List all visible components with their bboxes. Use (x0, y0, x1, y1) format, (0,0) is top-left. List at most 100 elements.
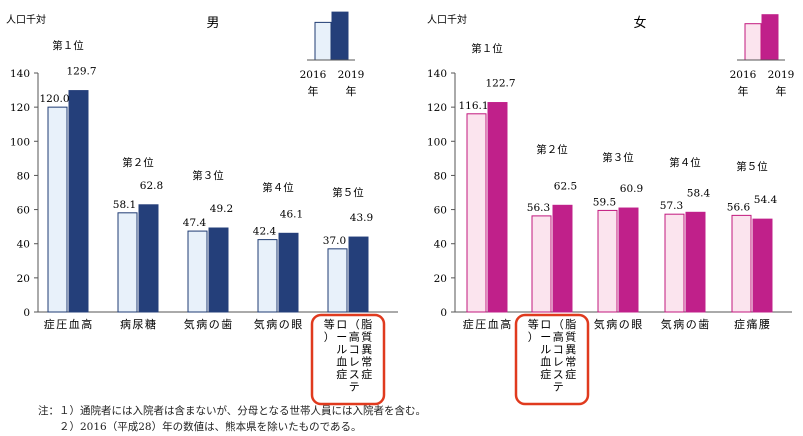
female-category-char: 血 (540, 355, 551, 369)
male-legend-sublabel-2016: 年 (308, 84, 319, 98)
male-bar-2019 (138, 204, 159, 313)
male-category-char: 病 (120, 317, 131, 331)
female-bar-2019 (685, 211, 706, 313)
female-category-char: 症 (565, 367, 576, 381)
male-y-tick-label: 140 (10, 68, 30, 80)
female-y-tick-label: 40 (434, 239, 447, 251)
female-bar-2016 (597, 209, 618, 313)
female-value-label-2019: 122.7 (485, 78, 515, 90)
female-bar-2016 (731, 214, 752, 313)
male-category-char: の (209, 318, 220, 331)
male-y-tick-label: 40 (17, 239, 30, 251)
male-bar-2019 (348, 236, 369, 313)
female-rank-label: 第３位 (602, 151, 634, 164)
male-category-char: 気 (184, 317, 195, 331)
footnote-1: 注：１）通院者には入院者は含まないが、分母となる世帯人員には入院者を含む。 (38, 405, 426, 417)
female-category-char: 歯 (698, 318, 709, 331)
female-category-char: 症 (734, 317, 745, 331)
male-category-char: ） (324, 331, 335, 344)
male-category-char: 病 (196, 317, 207, 331)
male-rank-label: 第５位 (332, 186, 364, 199)
male-category-char: 高 (81, 317, 92, 331)
male-value-label-2019: 43.9 (350, 212, 373, 224)
male-value-label-2016: 120.0 (39, 93, 69, 105)
male-category-char: コ (349, 343, 360, 356)
female-category-char: の (619, 318, 630, 331)
female-y-tick-label: 100 (427, 136, 447, 148)
female-legend-sublabel-2016: 年 (738, 84, 749, 98)
male-bar-2016 (257, 239, 278, 313)
female-category-char: ロ (540, 318, 551, 331)
female-category-char: 気 (661, 317, 672, 331)
female-unit-label: 人口千対 (427, 13, 467, 26)
female-legend-swatch-2016 (744, 23, 762, 61)
male-highlight-box (310, 313, 386, 406)
female-category-char: ス (553, 368, 564, 381)
female-rank-label: 第５位 (736, 160, 768, 173)
footnote-2: ２）2016（平成28）年の数値は、熊本県を除いたものである。 (38, 421, 362, 433)
male-value-label-2016: 58.1 (113, 199, 136, 211)
female-legend-label-2016: 2016 (730, 69, 757, 81)
female-category-char: 高 (500, 317, 511, 331)
male-category-char: （ (349, 318, 360, 331)
male-rank-label: 第３位 (192, 169, 224, 182)
male-legend-label-2019: 2019 (338, 69, 365, 81)
male-value-label-2019: 46.1 (280, 208, 303, 220)
male-category-char: 尿 (133, 318, 144, 331)
female-value-label-2019: 54.4 (754, 194, 778, 206)
male-category-char: 脂 (361, 317, 372, 331)
female-value-label-2016: 59.5 (593, 196, 616, 208)
male-category-char: 病 (266, 317, 277, 331)
female-bar-2016 (664, 213, 685, 313)
male-value-label-2019: 129.7 (66, 66, 96, 78)
male-category-char: 質 (361, 330, 372, 344)
female-category-char: コ (553, 343, 564, 356)
female-category-char: 質 (565, 330, 576, 344)
female-y-tick-label: 0 (440, 307, 447, 319)
male-value-label-2016: 47.4 (183, 217, 207, 229)
female-value-label-2019: 58.4 (687, 187, 711, 199)
female-y-tick-label: 80 (434, 170, 447, 182)
female-category-char: 常 (565, 356, 576, 369)
male-y-tick-label: 80 (17, 170, 30, 182)
male-bar-2016 (327, 248, 348, 313)
male-title: 男 (206, 16, 219, 31)
male-category-char: ス (349, 368, 360, 381)
female-category-char: 高 (553, 330, 564, 344)
female-value-label-2019: 62.5 (554, 180, 577, 192)
female-y-tick-label: 140 (427, 68, 447, 80)
female-category-char: の (686, 318, 697, 331)
female-bar-2016 (466, 113, 487, 313)
male-category-char: 圧 (56, 318, 67, 331)
female-category-char: ） (528, 331, 539, 344)
male-y-tick-label: 20 (17, 273, 30, 285)
male-y-tick-label: 120 (10, 102, 30, 114)
male-rank-label: 第２位 (122, 156, 154, 169)
male-category-char: 糖 (145, 317, 156, 331)
female-bar-2019 (752, 218, 773, 313)
female-legend-label-2019: 2019 (768, 69, 795, 81)
female-y-tick-label: 60 (434, 205, 447, 217)
male-category-char: 等 (324, 317, 335, 331)
female-category-char: （ (553, 318, 564, 331)
female-category-char: 脂 (565, 317, 576, 331)
female-category-char: テ (553, 381, 564, 394)
male-category-char: 気 (254, 317, 265, 331)
male-category-char: 異 (361, 343, 372, 356)
female-value-label-2016: 56.3 (527, 202, 550, 214)
male-rank-label: 第４位 (262, 181, 294, 194)
male-bar-2019 (278, 232, 299, 313)
female-value-label-2019: 60.9 (620, 183, 643, 195)
female-category-char: 腰 (759, 318, 770, 331)
male-bar-2016 (47, 106, 68, 313)
male-category-char: ロ (336, 318, 347, 331)
male-category-char: 血 (69, 317, 80, 331)
male-legend-swatch-2019 (331, 11, 349, 61)
male-category-char: 症 (44, 317, 55, 331)
male-legend-swatch-2016 (314, 21, 332, 61)
male-category-char: 血 (336, 355, 347, 369)
female-bar-2016 (531, 215, 552, 313)
female-value-label-2016: 57.3 (660, 200, 683, 212)
female-category-char: 等 (528, 317, 539, 331)
male-category-char: レ (349, 356, 360, 369)
